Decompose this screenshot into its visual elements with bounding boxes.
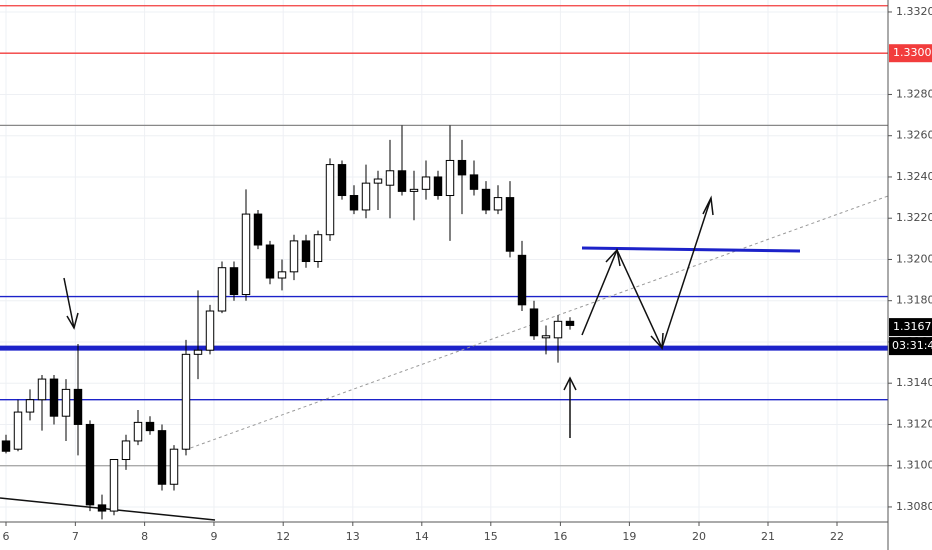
candle-body: [445, 159, 455, 197]
y-tick-label: 1.30800: [896, 500, 932, 513]
candle-body: [481, 188, 491, 211]
candles: [1, 125, 575, 520]
candle-body: [565, 320, 575, 326]
candle-body: [397, 170, 407, 192]
candle-body: [73, 388, 83, 425]
countdown: 03:31:49: [892, 339, 932, 352]
candle-body: [265, 244, 275, 279]
x-tick-label: 21: [761, 530, 775, 543]
x-tick-label: 8: [141, 530, 148, 543]
candle-body: [133, 421, 143, 442]
x-tick-label: 15: [484, 530, 498, 543]
x-tick-label: 7: [72, 530, 79, 543]
arrow-head: [605, 248, 621, 267]
candle-body: [289, 240, 299, 273]
candle-body: [385, 170, 395, 186]
y-tick-label: 1.33200: [896, 5, 932, 18]
candle-body: [61, 388, 71, 417]
y-tick-label: 1.31400: [896, 376, 932, 389]
x-tick-label: 6: [3, 530, 10, 543]
candle-body: [529, 308, 539, 337]
price-label: 1.33000: [893, 46, 932, 59]
candle-body: [145, 421, 155, 432]
candle-body: [457, 159, 467, 176]
trend-line: [0, 497, 216, 521]
candle-body: [85, 423, 95, 506]
candle-body: [517, 254, 527, 306]
x-tick-label: 9: [210, 530, 217, 543]
candle-body: [361, 182, 371, 211]
candle-body: [121, 440, 131, 461]
candle-body: [313, 234, 323, 263]
candle-body: [349, 195, 359, 211]
candle-body: [169, 448, 179, 485]
candle-body: [97, 504, 107, 512]
candle-body: [433, 176, 443, 197]
x-tick-label: 14: [415, 530, 429, 543]
x-tick-label: 19: [622, 530, 636, 543]
candle-body: [217, 267, 227, 312]
x-tick-label: 13: [346, 530, 360, 543]
candle-body: [301, 240, 311, 263]
candle-body: [37, 378, 47, 401]
candle-body: [13, 411, 23, 450]
candle-body: [421, 176, 431, 190]
candle-body: [337, 164, 347, 197]
arrow: [63, 277, 75, 329]
candle-body: [157, 430, 167, 485]
candle-body: [229, 267, 239, 296]
y-tick-label: 1.32000: [896, 252, 932, 265]
y-tick-label: 1.32600: [896, 129, 932, 142]
x-tick-label: 20: [692, 530, 706, 543]
candle-body: [109, 459, 119, 512]
price-label-box: [889, 44, 932, 63]
candle-body: [49, 378, 59, 417]
x-tick-label: 22: [830, 530, 844, 543]
candle-body: [553, 320, 563, 339]
candle-body: [25, 399, 35, 413]
y-tick-label: 1.32200: [896, 211, 932, 224]
resistance-line: [581, 246, 801, 253]
candle-body: [505, 197, 515, 252]
x-tick-label: 16: [553, 530, 567, 543]
countdown-box: [889, 337, 932, 356]
y-tick-label: 1.32400: [896, 170, 932, 183]
candle-body: [373, 178, 383, 184]
candle-body: [277, 271, 287, 279]
candle-body: [193, 349, 203, 355]
candle-body: [325, 164, 335, 236]
levels: [0, 5, 888, 467]
y-tick-label: 1.31000: [896, 459, 932, 472]
axes: 1.308001.310001.312001.314001.316001.318…: [3, 5, 932, 543]
x-tick-label: 12: [276, 530, 290, 543]
candle-body: [253, 213, 263, 246]
arrow-head: [66, 312, 79, 330]
candle-body: [469, 174, 479, 190]
candle-body: [493, 197, 503, 211]
arrow-head: [563, 376, 577, 391]
grid: [0, 0, 888, 522]
drawing-arrows: [63, 195, 714, 438]
price-label-box: [889, 318, 932, 337]
arrow-head: [702, 195, 714, 216]
price-label: 1.31672: [893, 320, 932, 333]
y-tick-label: 1.31200: [896, 417, 932, 430]
candle-body: [205, 310, 215, 351]
arrow-head: [650, 332, 664, 350]
candle-body: [241, 213, 251, 296]
forecast-path: [581, 197, 712, 351]
y-tick-label: 1.32800: [896, 87, 932, 100]
candle-body: [409, 188, 419, 192]
candle-body: [1, 440, 11, 452]
candle-body: [541, 335, 551, 339]
candle-body: [181, 353, 191, 450]
y-tick-label: 1.31800: [896, 294, 932, 307]
